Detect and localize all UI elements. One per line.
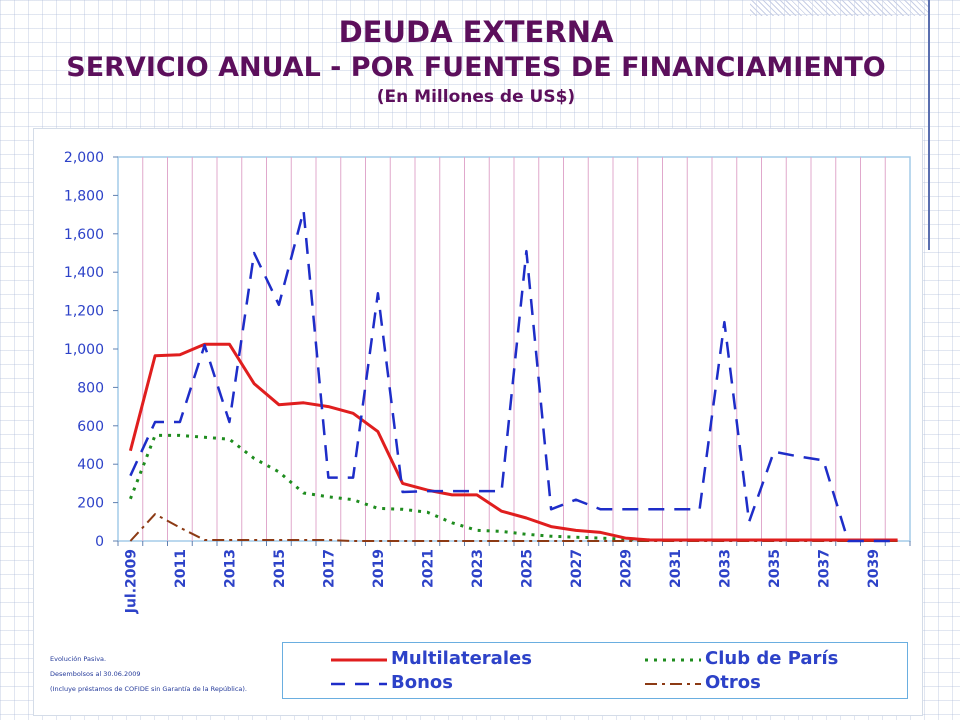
x-tick-label: 2023 <box>470 549 486 588</box>
x-tick-label: 2029 <box>618 549 634 588</box>
title-block: DEUDA EXTERNA SERVICIO ANUAL - POR FUENT… <box>0 14 952 108</box>
x-tick-label: 2027 <box>569 549 585 588</box>
legend-label-otros: Otros <box>705 672 761 693</box>
chart-title: SERVICIO ANUAL - POR FUENTES DE FINANCIA… <box>66 52 886 83</box>
y-tick-label: 1,400 <box>64 265 104 281</box>
legend-swatch-otros <box>645 683 701 685</box>
y-tick-label: 400 <box>77 457 104 473</box>
legend-item-multilaterales: Multilaterales <box>329 648 569 670</box>
x-tick-label: 2017 <box>321 549 337 588</box>
footnote-line-1: Evolución Pasiva. <box>50 655 107 663</box>
decorative-vertical-line <box>928 0 930 250</box>
decorative-hatch <box>750 0 930 16</box>
legend-item-bonos: Bonos <box>329 672 569 694</box>
x-tick-label: 2033 <box>717 549 733 588</box>
y-tick-label: 0 <box>95 534 104 550</box>
x-tick-label: 2035 <box>767 549 783 588</box>
legend-label-bonos: Bonos <box>391 672 453 693</box>
x-tick-label: 2019 <box>371 549 387 588</box>
legend-item-club-de-paris: Club de París <box>643 648 893 670</box>
x-tick-label: Jul.2009 <box>123 549 139 614</box>
x-tick-label: 2039 <box>866 549 882 588</box>
legend-swatch-club-de-paris <box>645 658 701 662</box>
y-tick-label: 1,000 <box>64 342 104 358</box>
y-tick-label: 200 <box>77 496 104 512</box>
x-tick-label: 2025 <box>519 549 535 588</box>
legend: Multilaterales Club de París Bonos Otros <box>282 642 908 699</box>
series-line-bonos <box>129 209 898 543</box>
x-tick-label: 2037 <box>816 549 832 588</box>
y-tick-label: 1,800 <box>64 188 104 204</box>
x-tick-label: 2013 <box>222 549 238 588</box>
legend-label-club-de-paris: Club de París <box>705 648 839 669</box>
x-tick-label: 2015 <box>272 549 288 588</box>
legend-item-otros: Otros <box>643 672 893 694</box>
units-subtitle: (En Millones de US$) <box>376 87 576 107</box>
footnote: Evolución Pasiva. Desembolsos al 30.06.2… <box>50 652 280 697</box>
y-tick-label: 2,000 <box>64 150 104 166</box>
legend-swatch-bonos <box>331 682 387 686</box>
y-tick-label: 1,200 <box>64 304 104 320</box>
main-title: DEUDA EXTERNA <box>338 15 614 49</box>
legend-swatch-multilaterales <box>331 658 387 662</box>
footnote-line-2: Desembolsos al 30.06.2009 <box>50 670 141 678</box>
legend-label-multilaterales: Multilaterales <box>391 648 532 669</box>
x-tick-label: 2011 <box>173 549 189 588</box>
y-tick-label: 800 <box>77 380 104 396</box>
footnote-line-3: (Incluye préstamos de COFIDE sin Garantí… <box>50 685 247 693</box>
y-tick-label: 600 <box>77 419 104 435</box>
series-line-multilaterales <box>128 342 898 542</box>
x-tick-label: 2021 <box>420 549 436 588</box>
y-tick-label: 1,600 <box>64 227 104 243</box>
series-line-club-de-par-s <box>129 433 898 542</box>
x-tick-label: 2031 <box>668 549 684 588</box>
